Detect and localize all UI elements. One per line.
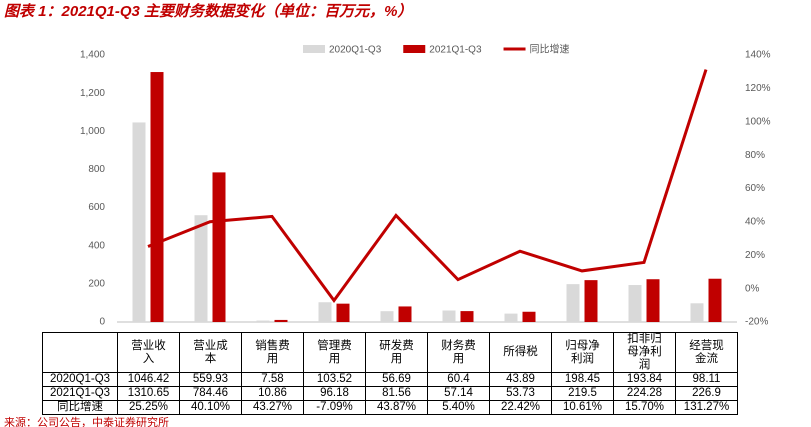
y-tick-label: 600 — [88, 202, 105, 213]
legend-swatch — [303, 45, 325, 53]
table-cell: 销售费用 — [241, 332, 304, 373]
y-tick-label: 200 — [88, 278, 105, 289]
bar — [566, 284, 580, 322]
table-cell: 10.86 — [241, 386, 304, 401]
source-note: 来源：公司公告，中泰证券研究所 — [4, 417, 169, 427]
table-cell: 224.28 — [613, 386, 676, 401]
table-cell: 226.9 — [675, 386, 738, 401]
legend-label: 2020Q1-Q3 — [329, 45, 382, 56]
line — [147, 69, 708, 303]
y2-tick-label: 100% — [745, 116, 771, 127]
table-cell: 管理费用 — [303, 332, 366, 373]
table-cell: 219.5 — [551, 386, 614, 401]
table-cell: 所得税 — [489, 332, 552, 373]
table-cell: 7.58 — [241, 372, 304, 387]
table-cell: 22.42% — [489, 400, 552, 415]
table-cell: 784.46 — [179, 386, 242, 401]
y-tick-label: 1,200 — [80, 88, 105, 99]
table-cell: -7.09% — [303, 400, 366, 415]
bar — [504, 313, 518, 322]
y-tick-label: 1,000 — [80, 126, 105, 137]
chart: 0 200 400 600 800 1,000 1,200 1,400 -20% 0% 20% 40%… — [80, 43, 771, 328]
table-cell: 57.14 — [427, 386, 490, 401]
table-cell: 40.10% — [179, 400, 242, 415]
table-cell: 43.87% — [365, 400, 428, 415]
y2-tick-label: 20% — [745, 250, 765, 261]
y2-tick-label: 40% — [745, 217, 765, 228]
y2-tick-label: 60% — [745, 183, 765, 194]
table-cell: 81.56 — [365, 386, 428, 401]
table-cell: 2021Q1-Q3 — [42, 386, 118, 401]
bar — [212, 172, 226, 322]
bar — [274, 319, 288, 322]
table-cell: 198.45 — [551, 372, 614, 387]
table-cell: 103.52 — [303, 372, 366, 387]
data-table: 营业收入 营业成本 销售费用 管理费用 研发费用 财务费用 所得税 归母净利润 扣非归母净利润经… — [42, 332, 738, 415]
table-cell: 131.27% — [675, 400, 738, 415]
bar — [708, 278, 722, 322]
y-tick-label: 0 — [99, 317, 105, 328]
table-cell — [42, 332, 118, 373]
table-cell: 25.25% — [117, 400, 180, 415]
table-cell: 53.73 — [489, 386, 552, 401]
table-cell: 193.84 — [613, 372, 676, 387]
bar — [132, 122, 146, 322]
table-cell: 营业成本 — [179, 332, 242, 373]
y2-tick-label: 140% — [745, 50, 771, 61]
table-cell: 5.40% — [427, 400, 490, 415]
bar — [318, 302, 332, 322]
bar — [256, 320, 270, 322]
bar — [628, 285, 642, 322]
legend-label: 同比增速 — [530, 43, 570, 56]
legend-label: 2021Q1-Q3 — [429, 45, 482, 56]
table-cell: 15.70% — [613, 400, 676, 415]
bar — [460, 311, 474, 322]
bar — [398, 306, 412, 322]
table-cell: 559.93 — [179, 372, 242, 387]
y2-tick-label: 120% — [745, 83, 771, 94]
table-cell: 同比增速 — [42, 400, 118, 415]
bar — [194, 215, 208, 322]
y2-tick-label: -20% — [745, 317, 768, 328]
table-cell: 经营现金流 — [675, 332, 738, 373]
bar — [646, 279, 660, 322]
bar — [690, 303, 704, 322]
table-cell: 营业收入 — [117, 332, 180, 373]
table-cell: 归母净利润 — [551, 332, 614, 373]
y2-tick-label: 80% — [745, 150, 765, 161]
y-tick-label: 400 — [88, 240, 105, 251]
table-cell: 1310.65 — [117, 386, 180, 401]
table-cell: 扣非归母净利润 — [613, 332, 676, 373]
table-cell: 96.18 — [303, 386, 366, 401]
table-cell: 60.4 — [427, 372, 490, 387]
y-tick-label: 1,400 — [80, 50, 105, 61]
legend-swatch — [403, 45, 426, 53]
table-cell: 43.27% — [241, 400, 304, 415]
table-cell: 56.69 — [365, 372, 428, 387]
table-cell: 财务费用 — [427, 332, 490, 373]
table-cell: 研发费用 — [365, 332, 428, 373]
table-cell: 43.89 — [489, 372, 552, 387]
bar — [522, 311, 536, 322]
table-cell: 2020Q1-Q3 — [42, 372, 118, 387]
bar — [150, 72, 164, 323]
y-tick-label: 800 — [88, 164, 105, 175]
table-cell: 98.11 — [675, 372, 738, 387]
y2-tick-label: 0% — [745, 283, 760, 294]
table-cell: 1046.42 — [117, 372, 180, 387]
chart-title: 图表 1：2021Q1-Q3 主要财务数据变化（单位：百万元，%） — [4, 3, 413, 20]
table-cell: 10.61% — [551, 400, 614, 415]
bar — [380, 311, 394, 322]
bar — [584, 280, 598, 322]
bar — [336, 303, 350, 322]
bar — [442, 310, 456, 322]
